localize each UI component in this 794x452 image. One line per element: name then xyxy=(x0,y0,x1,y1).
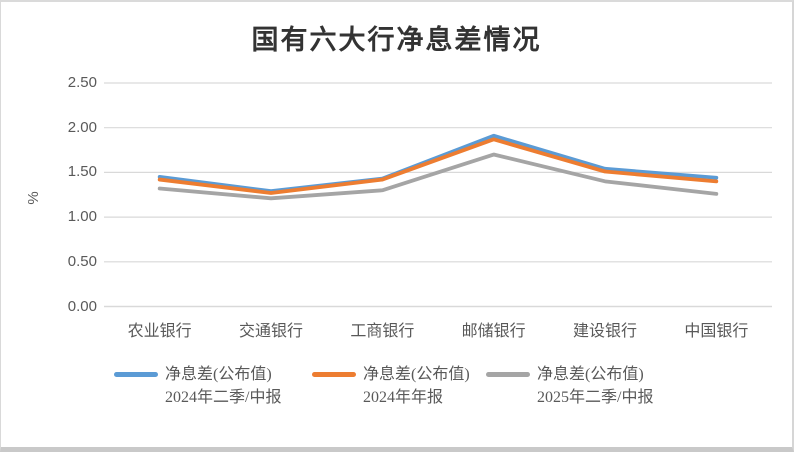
legend-series-period: 2024年年报 xyxy=(363,389,444,406)
series-line-2 xyxy=(157,152,719,201)
legend-series-period: 2025年二季/中报 xyxy=(537,389,654,406)
chart-legend: 净息差(公布值) 2024年二季/中报 净息差(公布值) 2024年年报 净息差(公布值… xyxy=(1,363,792,423)
legend-line-marker xyxy=(114,372,158,377)
x-tick-label: 建设银行 xyxy=(572,323,637,340)
chart-title: 国有六大行净息差情况 xyxy=(251,25,542,55)
y-tick-label: 2.50 xyxy=(67,74,97,91)
legend-label: 净息差(公布值) 2024年二季/中报 xyxy=(165,363,281,409)
legend-series-name: 净息差(公布值) xyxy=(165,366,272,383)
legend-item-2: 净息差(公布值) 2025年二季/中报 xyxy=(486,363,653,409)
x-tick-label: 邮储银行 xyxy=(461,323,526,340)
y-tick-label: 1.50 xyxy=(67,163,97,181)
y-tick-label: 0.00 xyxy=(67,297,97,315)
legend-item-0: 净息差(公布值) 2024年二季/中报 xyxy=(114,363,281,409)
y-tick-label: 0.50 xyxy=(67,252,97,270)
legend-series-period: 2024年二季/中报 xyxy=(165,389,282,406)
x-tick-label: 农业银行 xyxy=(127,323,192,340)
legend-series-name: 净息差(公布值) xyxy=(363,366,470,383)
legend-line-marker xyxy=(312,372,356,377)
legend-label: 净息差(公布值) 2025年二季/中报 xyxy=(537,363,653,409)
legend-label: 净息差(公布值) 2024年年报 xyxy=(363,363,470,409)
legend-line-marker xyxy=(486,372,530,377)
y-tick-label: 1.00 xyxy=(67,208,97,226)
x-tick-label: 工商银行 xyxy=(350,323,415,340)
y-tick-label: 2.00 xyxy=(67,118,97,136)
x-tick-label: 交通银行 xyxy=(238,323,303,340)
series-line-1 xyxy=(157,137,719,195)
legend-series-name: 净息差(公布值) xyxy=(537,366,644,383)
legend-item-1: 净息差(公布值) 2024年年报 xyxy=(312,363,470,409)
series-line-0 xyxy=(157,133,719,194)
x-tick-label: 中国银行 xyxy=(684,323,749,340)
